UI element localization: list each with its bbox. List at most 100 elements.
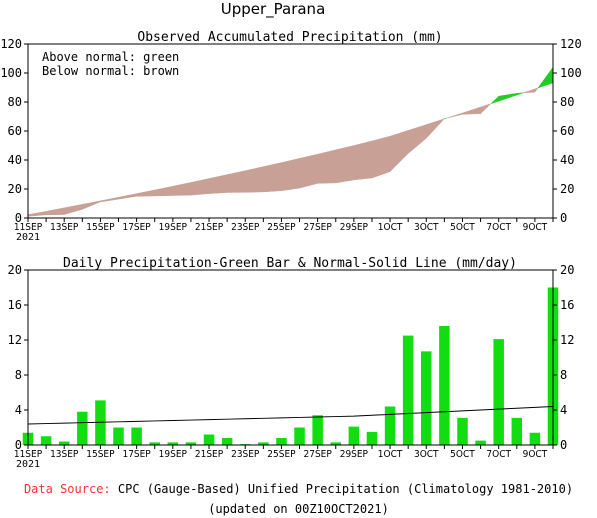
above-normal-area xyxy=(498,93,518,102)
daily-bar xyxy=(457,417,468,445)
daily-bar xyxy=(312,415,323,445)
y-tick-label-left: 0 xyxy=(15,211,22,225)
below-normal-area xyxy=(389,130,409,173)
x-tick-label: 19SEP xyxy=(159,222,188,233)
x-tick-label: 13SEP xyxy=(50,449,79,460)
accumulated-area-layer xyxy=(27,66,554,217)
below-normal-area xyxy=(226,170,246,193)
x-tick-label: 29SEP xyxy=(340,222,369,233)
daily-bar xyxy=(40,436,52,445)
normal-line xyxy=(27,406,554,425)
y-tick-label-left: 100 xyxy=(0,66,22,80)
x-tick-label: 5OCT xyxy=(450,222,475,233)
figure-title: Upper_Parana xyxy=(221,0,326,19)
x-tick-label: 13SEP xyxy=(50,222,79,233)
below-normal-area xyxy=(480,103,492,115)
accumulated-axes: 0 0 20 20 40 40 60 60 80 80 100 100 120 120 11SEP 13SEP… xyxy=(0,37,581,243)
daily-bar xyxy=(348,426,360,445)
daily-bar xyxy=(493,339,504,445)
x-tick-label: 21SEP xyxy=(195,449,224,460)
legend-above-normal: Above normal: green xyxy=(42,50,179,64)
below-normal-area xyxy=(523,88,536,94)
daily-bar xyxy=(113,427,124,445)
y-tick-label-left: 20 xyxy=(8,182,22,196)
daily-axes: 0 0 4 4 8 8 12 12 16 16 20 20 11SEP 13SEP 15SEP 17SEP 19… xyxy=(8,263,575,470)
legend-below-normal: Below normal: brown xyxy=(42,64,179,78)
below-normal-area xyxy=(446,112,463,119)
updated-line: (updated on 00Z10OCT2021) xyxy=(208,502,389,516)
daily-bar xyxy=(149,442,160,445)
daily-bar xyxy=(439,326,450,445)
below-normal-area xyxy=(534,87,539,93)
below-normal-area xyxy=(281,158,300,192)
x-tick-label: 21SEP xyxy=(195,222,224,233)
x-tick-label: 25SEP xyxy=(267,222,296,233)
y-tick-label-left: 20 xyxy=(8,263,22,277)
x-tick-label: 19SEP xyxy=(159,449,188,460)
below-normal-area xyxy=(45,207,65,216)
y-tick-label-right: 0 xyxy=(560,211,567,225)
x-tick-label: 27SEP xyxy=(304,449,333,460)
y-tick-label-left: 8 xyxy=(15,368,22,382)
below-normal-area xyxy=(317,149,337,184)
y-tick-label-right: 120 xyxy=(560,37,582,51)
y-tick-label-right: 16 xyxy=(560,298,574,312)
y-tick-label-right: 8 xyxy=(560,368,567,382)
x-tick-label: 27SEP xyxy=(304,222,333,233)
x-year-label: 2021 xyxy=(16,232,40,243)
y-tick-label-right: 40 xyxy=(560,153,574,167)
x-tick-label: 23SEP xyxy=(231,222,260,233)
y-tick-label-left: 16 xyxy=(8,298,22,312)
daily-bar xyxy=(58,441,70,445)
below-normal-area xyxy=(118,193,137,200)
x-tick-label: 11SEP xyxy=(14,449,43,460)
x-tick-label: 15SEP xyxy=(86,449,115,460)
y-tick-label-right: 80 xyxy=(560,95,574,109)
y-tick-label-left: 12 xyxy=(8,333,22,347)
daily-bar xyxy=(366,431,378,445)
below-normal-area xyxy=(27,211,47,217)
below-normal-area xyxy=(299,153,318,189)
daily-chart: Daily Precipitation-Green Bar & Normal-S… xyxy=(8,256,575,470)
accumulated-chart-title: Observed Accumulated Precipitation (mm) xyxy=(137,30,442,45)
daily-bar xyxy=(529,432,541,445)
x-tick-label: 1OCT xyxy=(378,449,403,460)
daily-bar xyxy=(185,442,197,445)
below-normal-area xyxy=(172,182,192,196)
daily-bar xyxy=(421,351,432,445)
below-normal-area xyxy=(353,140,373,181)
y-tick-label-right: 12 xyxy=(560,333,574,347)
below-normal-area xyxy=(82,200,101,210)
daily-bar xyxy=(77,411,88,445)
below-normal-area xyxy=(426,118,446,139)
daily-bar xyxy=(203,434,215,445)
daily-bar xyxy=(330,442,342,445)
below-normal-area xyxy=(371,135,391,179)
below-normal-area xyxy=(407,124,427,155)
daily-bar xyxy=(511,417,523,445)
y-tick-label-left: 60 xyxy=(8,124,22,138)
y-tick-label-right: 0 xyxy=(560,438,567,452)
accumulated-chart: Observed Accumulated Precipitation (mm) … xyxy=(0,30,581,243)
below-normal-area xyxy=(263,162,282,193)
daily-bar xyxy=(167,442,179,445)
below-normal-area xyxy=(100,196,119,203)
y-tick-label-right: 20 xyxy=(560,263,574,277)
below-normal-area xyxy=(190,178,210,196)
x-tick-label: 7OCT xyxy=(486,449,511,460)
figure: Upper_Parana Observed Accumulated Precip… xyxy=(0,0,581,470)
daily-bar xyxy=(294,427,305,445)
y-tick-label-left: 40 xyxy=(8,153,22,167)
y-tick-label-left: 80 xyxy=(8,95,22,109)
daily-bar xyxy=(384,406,396,445)
x-year-label: 2021 xyxy=(16,459,40,470)
above-normal-area xyxy=(516,92,524,96)
x-tick-label: 17SEP xyxy=(122,449,151,460)
x-tick-label: 5OCT xyxy=(450,449,475,460)
below-normal-area xyxy=(244,166,264,193)
y-tick-label-left: 120 xyxy=(0,37,22,51)
plot-frame xyxy=(27,269,554,446)
x-tick-label: 17SEP xyxy=(122,222,151,233)
below-normal-area xyxy=(208,174,228,194)
x-tick-label: 11SEP xyxy=(14,222,43,233)
